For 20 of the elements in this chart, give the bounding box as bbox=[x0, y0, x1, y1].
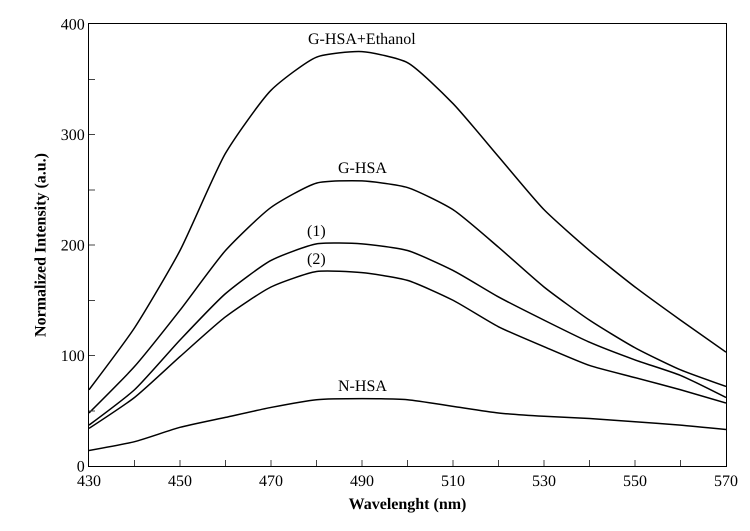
y-tick-label: 0 bbox=[76, 458, 85, 476]
x-tick-label: 510 bbox=[441, 473, 465, 490]
x-tick-label: 490 bbox=[350, 473, 374, 490]
x-tick-label: 570 bbox=[714, 473, 738, 490]
x-tick-label: 430 bbox=[77, 473, 101, 490]
series-label: G-HSA bbox=[338, 160, 388, 177]
series-label: (2) bbox=[307, 251, 326, 268]
x-tick-label: 550 bbox=[623, 473, 647, 490]
y-tick-label: 400 bbox=[60, 16, 85, 34]
x-tick-label: 450 bbox=[168, 473, 192, 490]
y-tick-label: 300 bbox=[60, 127, 85, 144]
series-label: G-HSA+Ethanol bbox=[308, 31, 416, 48]
x-axis-title: Wavelenght (nm) bbox=[348, 496, 466, 513]
x-tick-label: 470 bbox=[259, 473, 283, 490]
x-tick-label: 530 bbox=[532, 473, 556, 490]
y-tick-label: 200 bbox=[60, 238, 85, 255]
y-axis-title: Normalized Intensity (a.u.) bbox=[32, 153, 50, 337]
series-label: (1) bbox=[307, 223, 326, 240]
y-tick-label: 100 bbox=[60, 348, 85, 366]
series-label: N-HSA bbox=[338, 378, 388, 395]
